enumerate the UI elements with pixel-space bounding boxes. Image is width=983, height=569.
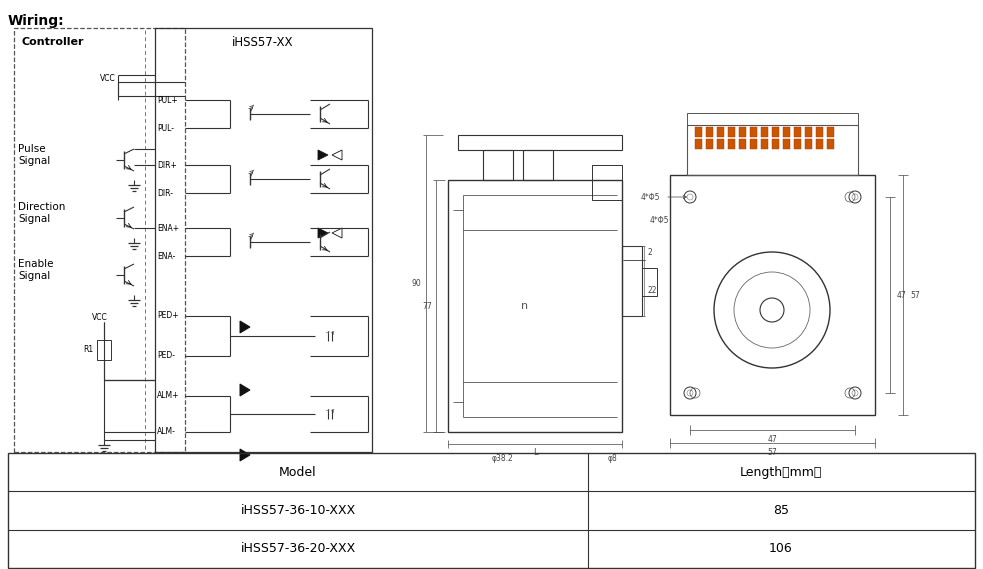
Bar <box>155 28 372 452</box>
Text: Model: Model <box>279 465 317 479</box>
Text: Enable
Signal: Enable Signal <box>18 259 53 281</box>
Text: 57: 57 <box>767 448 777 457</box>
Text: Pulse
Signal: Pulse Signal <box>18 144 50 166</box>
Bar <box>739 127 746 137</box>
Text: 57: 57 <box>910 291 920 299</box>
Bar <box>827 139 834 149</box>
Bar <box>783 127 790 137</box>
Bar <box>750 139 757 149</box>
Bar <box>827 127 834 137</box>
Bar <box>728 127 735 137</box>
Text: iHSS57-36-10-XXX: iHSS57-36-10-XXX <box>241 504 356 517</box>
Bar <box>687 113 858 125</box>
Text: R1: R1 <box>83 345 93 354</box>
Bar <box>805 139 812 149</box>
Bar <box>805 127 812 137</box>
Bar <box>458 135 622 150</box>
Text: ALM+: ALM+ <box>157 391 180 401</box>
Bar <box>448 180 622 432</box>
Text: 90: 90 <box>411 278 421 287</box>
Bar <box>592 165 622 200</box>
Bar <box>794 139 801 149</box>
Text: n: n <box>521 301 529 311</box>
Bar <box>622 246 642 316</box>
Text: ENA+: ENA+ <box>157 224 179 233</box>
Text: ENA-: ENA- <box>157 251 175 261</box>
Text: φ8: φ8 <box>607 454 617 463</box>
Text: 22: 22 <box>647 286 657 295</box>
Bar <box>717 139 724 149</box>
Bar <box>523 150 553 180</box>
Bar <box>772 127 779 137</box>
Text: Direction
Signal: Direction Signal <box>18 202 66 224</box>
Bar <box>816 139 823 149</box>
Text: Wiring:: Wiring: <box>8 14 65 28</box>
Bar <box>687 125 858 175</box>
Bar <box>14 28 185 452</box>
Polygon shape <box>318 228 328 238</box>
Bar <box>706 139 713 149</box>
Polygon shape <box>240 321 250 333</box>
Bar <box>750 127 757 137</box>
Bar <box>761 127 768 137</box>
Text: 4*Φ5: 4*Φ5 <box>650 216 669 225</box>
Text: Length（mm）: Length（mm） <box>740 465 822 479</box>
Bar <box>772 139 779 149</box>
Text: DIR+: DIR+ <box>157 160 177 170</box>
Bar <box>695 127 702 137</box>
Text: 47: 47 <box>767 435 777 444</box>
Bar <box>739 139 746 149</box>
Text: VCC: VCC <box>92 314 108 323</box>
Text: 47: 47 <box>897 291 906 299</box>
Bar <box>717 127 724 137</box>
Bar <box>8 453 975 568</box>
Text: 2: 2 <box>647 248 652 257</box>
Text: PUL-: PUL- <box>157 123 174 133</box>
Text: PUL+: PUL+ <box>157 96 178 105</box>
Text: 77: 77 <box>423 302 432 311</box>
Bar <box>670 175 875 415</box>
Text: L: L <box>533 448 538 457</box>
Bar <box>706 127 713 137</box>
Polygon shape <box>240 449 250 461</box>
Bar <box>642 268 657 296</box>
Polygon shape <box>318 150 328 160</box>
Text: 106: 106 <box>769 542 793 555</box>
Text: ALM-: ALM- <box>157 427 176 436</box>
Text: VCC: VCC <box>100 73 116 83</box>
Text: 4*Φ5: 4*Φ5 <box>641 192 660 201</box>
Bar <box>794 127 801 137</box>
Polygon shape <box>240 384 250 396</box>
Bar <box>483 150 513 180</box>
Bar <box>728 139 735 149</box>
Text: iHSS57-XX: iHSS57-XX <box>232 35 294 48</box>
Bar <box>761 139 768 149</box>
Text: PED-: PED- <box>157 352 175 361</box>
Bar <box>783 139 790 149</box>
Bar <box>695 139 702 149</box>
Text: Controller: Controller <box>22 37 85 47</box>
Bar <box>816 127 823 137</box>
Text: PED+: PED+ <box>157 311 179 320</box>
Text: DIR-: DIR- <box>157 188 173 197</box>
Text: iHSS57-36-20-XXX: iHSS57-36-20-XXX <box>241 542 356 555</box>
Text: φ38.2: φ38.2 <box>492 454 514 463</box>
Text: 85: 85 <box>773 504 789 517</box>
Bar <box>97 340 111 360</box>
